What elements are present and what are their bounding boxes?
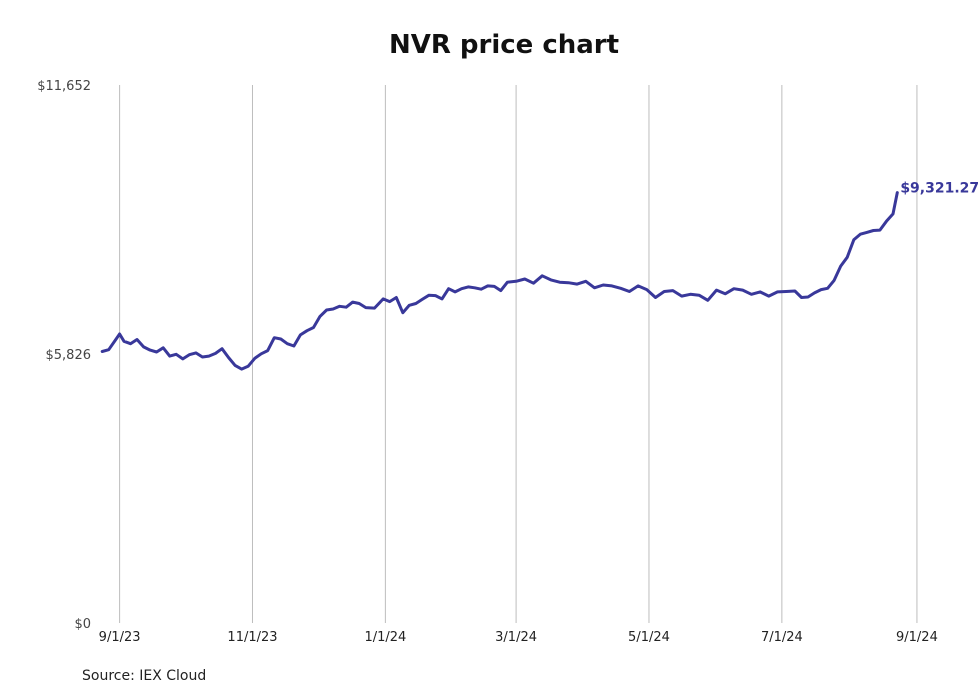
price-series-line [100,191,899,371]
x-tick-label: 3/1/24 [495,630,537,645]
x-tick-label: 9/1/24 [896,630,938,645]
y-tick-label: $0 [74,617,91,632]
y-axis-ticks: $0 $5,826 $11,652 [37,79,91,632]
x-tick-label: 11/1/23 [227,630,277,645]
source-note: Source: IEX Cloud [82,668,207,684]
last-price-label: $9,321.27 [900,181,979,197]
x-tick-label: 7/1/24 [761,630,803,645]
gridlines [119,85,918,623]
x-tick-label: 1/1/24 [364,630,406,645]
y-tick-label: $5,826 [46,348,92,363]
y-tick-label: $11,652 [37,79,91,94]
x-tick-label: 9/1/23 [99,630,141,645]
chart-title: NVR price chart [388,30,620,60]
x-tick-label: 5/1/24 [628,630,670,645]
x-axis-ticks: 9/1/23 11/1/23 1/1/24 3/1/24 5/1/24 7/1/24 9/1… [99,630,938,645]
